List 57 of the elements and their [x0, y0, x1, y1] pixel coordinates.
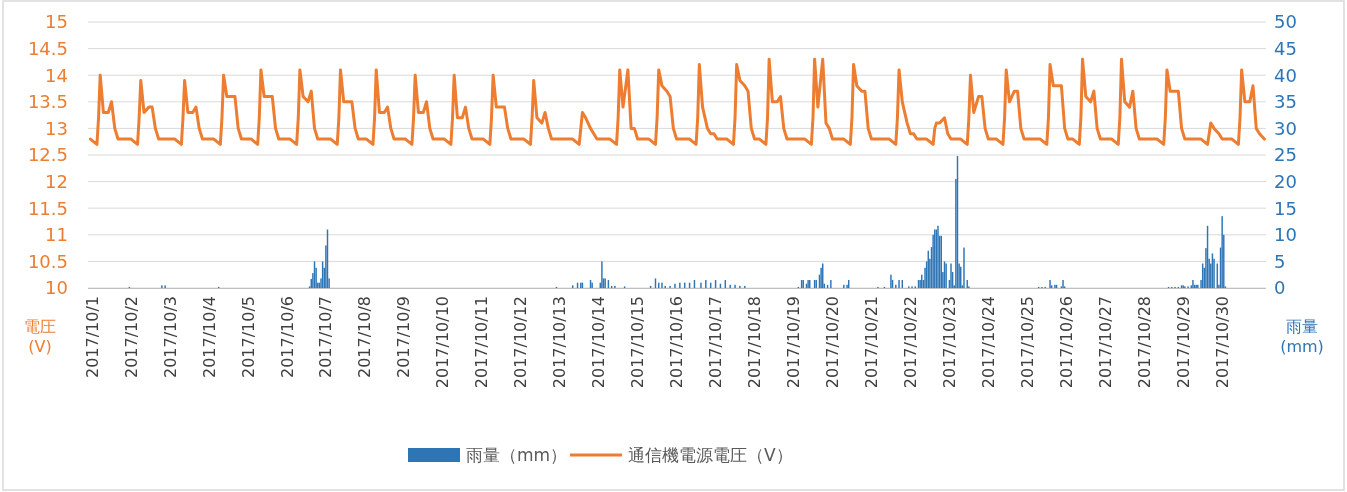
x-tick-label: 2017/10/13 — [550, 296, 570, 389]
y-tick-label: 13.5 — [27, 91, 68, 113]
y-tick-label: 10.5 — [27, 250, 68, 272]
y2-tick-label: 25 — [1274, 144, 1297, 166]
y2-tick-label: 45 — [1274, 37, 1297, 59]
legend-label: 雨量（mm） — [466, 444, 568, 465]
x-tick-label: 2017/10/24 — [978, 296, 998, 389]
y2-tick-label: 15 — [1274, 197, 1297, 219]
legend-label: 通信機電源電圧（V） — [628, 444, 793, 465]
x-tick-label: 2017/10/5 — [238, 296, 258, 379]
x-tick-label: 2017/10/2 — [121, 296, 141, 379]
x-tick-label: 2017/10/17 — [706, 296, 726, 389]
y2-tick-label: 5 — [1274, 250, 1286, 272]
x-tick-label: 2017/10/14 — [589, 296, 609, 389]
x-tick-label: 2017/10/8 — [355, 296, 375, 379]
y-tick-label: 11 — [45, 224, 68, 246]
x-tick-label: 2017/10/6 — [277, 296, 297, 379]
x-tick-label: 2017/10/21 — [862, 296, 882, 389]
y2-tick-label: 0 — [1274, 277, 1286, 299]
x-tick-label: 2017/10/29 — [1173, 296, 1193, 389]
y-tick-label: 13 — [45, 117, 68, 139]
y2-tick-label: 20 — [1274, 170, 1297, 192]
x-tick-label: 2017/10/12 — [511, 296, 531, 389]
y2-tick-label: 30 — [1274, 117, 1297, 139]
x-tick-label: 2017/10/20 — [823, 296, 843, 389]
y-tick-label: 14 — [45, 64, 68, 86]
x-tick-label: 2017/10/16 — [667, 296, 687, 389]
y2-axis-title: 雨量 (mm) — [1280, 317, 1324, 356]
x-tick-label: 2017/10/3 — [160, 296, 180, 379]
y2-tick-label: 50 — [1274, 11, 1297, 33]
y-tick-label: 15 — [45, 11, 68, 33]
x-tick-label: 2017/10/19 — [784, 296, 804, 389]
line-series — [88, 57, 1266, 146]
y-tick-label: 11.5 — [27, 197, 68, 219]
x-tick-label: 2017/10/9 — [394, 296, 414, 379]
y-tick-label: 10 — [45, 277, 68, 299]
x-tick-label: 2017/10/22 — [901, 296, 921, 389]
x-tick-label: 2017/10/18 — [745, 296, 765, 389]
x-tick-label: 2017/10/1 — [82, 296, 102, 379]
x-tick-label: 2017/10/15 — [628, 296, 648, 389]
y-axis-title: 電圧 (V) — [24, 317, 56, 356]
x-tick-label: 2017/10/28 — [1134, 296, 1154, 389]
x-tick-label: 2017/10/26 — [1056, 296, 1076, 389]
y2-tick-label: 10 — [1274, 224, 1297, 246]
y2-tick-label: 40 — [1274, 64, 1297, 86]
y-tick-label: 12.5 — [27, 144, 68, 166]
x-tick-label: 2017/10/4 — [199, 296, 219, 379]
x-tick-label: 2017/10/23 — [939, 296, 959, 389]
x-tick-label: 2017/10/7 — [316, 296, 336, 379]
y2-tick-label: 35 — [1274, 91, 1297, 113]
x-tick-label: 2017/10/25 — [1017, 296, 1037, 389]
x-tick-label: 2017/10/10 — [433, 296, 453, 389]
x-tick-label: 2017/10/27 — [1095, 296, 1115, 389]
y-tick-label: 14.5 — [27, 37, 68, 59]
x-tick-label: 2017/10/11 — [472, 296, 492, 389]
y-tick-label: 12 — [45, 170, 68, 192]
x-tick-label: 2017/10/30 — [1212, 296, 1232, 389]
